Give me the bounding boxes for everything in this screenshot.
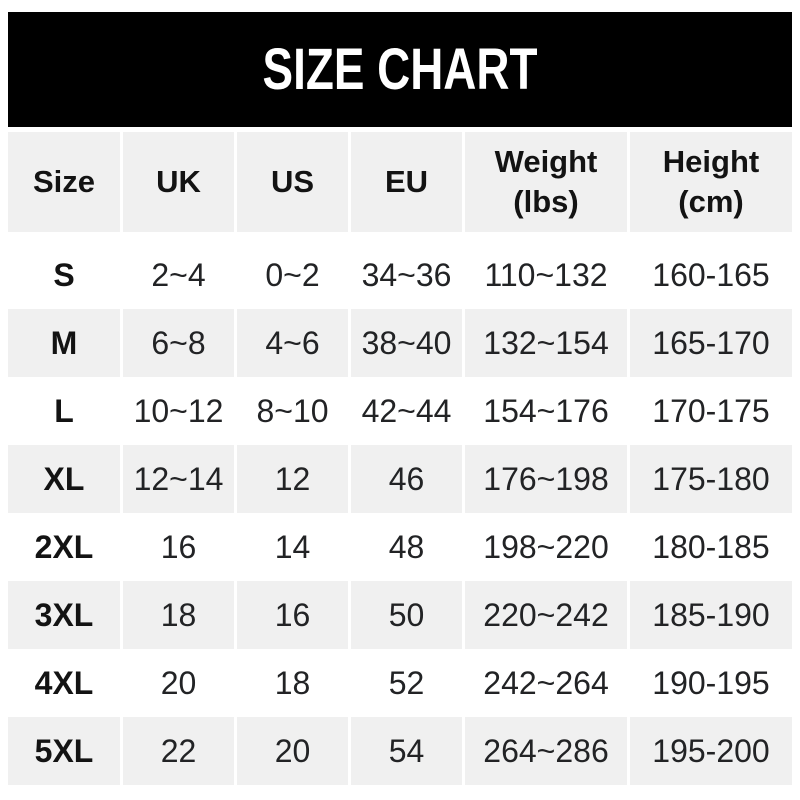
cell-eu: 54: [351, 717, 462, 785]
cell-us: 4~6: [237, 309, 348, 377]
cell-height: 165-170: [630, 309, 792, 377]
size-table: Size UK US EU Weight (lbs) Height (cm) S…: [8, 132, 792, 785]
cell-eu: 46: [351, 445, 462, 513]
table-row-4xl: 4XL 20 18 52 242~264 190-195: [8, 649, 792, 717]
cell-uk: 20: [160, 664, 197, 701]
cell-weight: 176~198: [465, 445, 627, 513]
column-header-weight: Weight (lbs): [465, 132, 627, 232]
column-header-label: Size: [32, 164, 96, 200]
cell-uk: 22: [123, 717, 234, 785]
column-header-label: EU: [384, 164, 429, 200]
cell-weight: 264~286: [465, 717, 627, 785]
cell-uk: 16: [160, 528, 197, 565]
table-header-row: Size UK US EU Weight (lbs) Height (cm): [8, 132, 792, 232]
size-chart-banner: SIZE CHART: [8, 12, 792, 127]
page-title: SIZE CHART: [262, 37, 538, 102]
cell-weight: 132~154: [465, 309, 627, 377]
column-header-size: Size: [8, 132, 120, 232]
cell-us: 20: [237, 717, 348, 785]
cell-size: 5XL: [8, 717, 120, 785]
cell-size: L: [54, 392, 74, 429]
column-header-eu: EU: [351, 132, 462, 232]
column-header-us: US: [237, 132, 348, 232]
cell-us: 16: [237, 581, 348, 649]
cell-height: 190-195: [652, 664, 770, 701]
column-header-height: Height (cm): [630, 132, 792, 232]
cell-size: 3XL: [8, 581, 120, 649]
cell-uk: 12~14: [123, 445, 234, 513]
cell-height: 170-175: [652, 392, 770, 429]
cell-uk: 10~12: [133, 392, 224, 429]
table-row-2xl: 2XL 16 14 48 198~220 180-185: [8, 513, 792, 581]
cell-uk: 6~8: [123, 309, 234, 377]
table-row-3xl: 3XL 18 16 50 220~242 185-190: [8, 581, 792, 649]
cell-eu: 42~44: [361, 392, 452, 429]
cell-size: M: [8, 309, 120, 377]
table-row-xl: XL 12~14 12 46 176~198 175-180: [8, 445, 792, 513]
cell-us: 14: [274, 528, 311, 565]
cell-size: 4XL: [34, 664, 94, 701]
cell-size: 2XL: [34, 528, 94, 565]
table-row-s: S 2~4 0~2 34~36 110~132 160-165: [8, 241, 792, 309]
cell-height: 175-180: [630, 445, 792, 513]
column-header-label: UK: [156, 164, 201, 200]
cell-size: S: [53, 256, 75, 293]
table-row-m: M 6~8 4~6 38~40 132~154 165-170: [8, 309, 792, 377]
column-header-unit: (cm): [678, 184, 744, 219]
cell-us: 12: [237, 445, 348, 513]
cell-height: 160-165: [652, 256, 770, 293]
cell-weight: 220~242: [465, 581, 627, 649]
cell-eu: 48: [388, 528, 425, 565]
cell-us: 8~10: [256, 392, 329, 429]
cell-us: 0~2: [265, 256, 320, 293]
cell-eu: 38~40: [351, 309, 462, 377]
column-header-label: Height: [662, 144, 760, 180]
cell-uk: 2~4: [151, 256, 206, 293]
cell-height: 185-190: [630, 581, 792, 649]
cell-eu: 34~36: [361, 256, 452, 293]
column-header-unit: (lbs): [513, 184, 579, 219]
column-header-label: Weight: [494, 144, 598, 180]
column-header-label: US: [270, 164, 315, 200]
table-row-l: L 10~12 8~10 42~44 154~176 170-175: [8, 377, 792, 445]
cell-weight: 198~220: [483, 528, 609, 565]
cell-weight: 110~132: [484, 256, 608, 293]
cell-height: 180-185: [652, 528, 770, 565]
cell-eu: 50: [351, 581, 462, 649]
cell-eu: 52: [388, 664, 425, 701]
cell-us: 18: [274, 664, 311, 701]
cell-weight: 154~176: [483, 392, 609, 429]
cell-height: 195-200: [630, 717, 792, 785]
cell-uk: 18: [123, 581, 234, 649]
cell-size: XL: [8, 445, 120, 513]
table-row-5xl: 5XL 22 20 54 264~286 195-200: [8, 717, 792, 785]
column-header-uk: UK: [123, 132, 234, 232]
cell-weight: 242~264: [483, 664, 609, 701]
